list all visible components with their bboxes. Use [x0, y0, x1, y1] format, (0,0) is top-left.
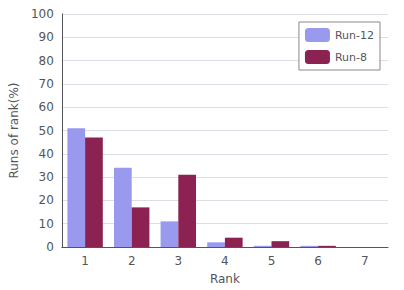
svg-text:50: 50 — [39, 124, 54, 138]
svg-text:4: 4 — [221, 254, 229, 268]
svg-text:Runs of rank(%): Runs of rank(%) — [7, 82, 21, 178]
svg-text:60: 60 — [39, 100, 54, 114]
svg-text:80: 80 — [39, 54, 54, 68]
svg-text:5: 5 — [268, 254, 276, 268]
svg-text:40: 40 — [39, 147, 54, 161]
svg-text:3: 3 — [174, 254, 182, 268]
svg-text:7: 7 — [361, 254, 369, 268]
svg-text:30: 30 — [39, 170, 54, 184]
svg-text:20: 20 — [39, 193, 54, 207]
svg-text:100: 100 — [31, 7, 54, 21]
svg-text:0: 0 — [46, 240, 54, 254]
svg-text:70: 70 — [39, 77, 54, 91]
svg-text:1: 1 — [81, 254, 89, 268]
svg-text:6: 6 — [314, 254, 322, 268]
svg-text:Run-12: Run-12 — [335, 29, 374, 42]
svg-text:90: 90 — [39, 30, 54, 44]
svg-text:Rank: Rank — [210, 272, 240, 286]
svg-text:2: 2 — [128, 254, 136, 268]
svg-text:Run-8: Run-8 — [335, 51, 367, 64]
svg-text:10: 10 — [39, 217, 54, 231]
